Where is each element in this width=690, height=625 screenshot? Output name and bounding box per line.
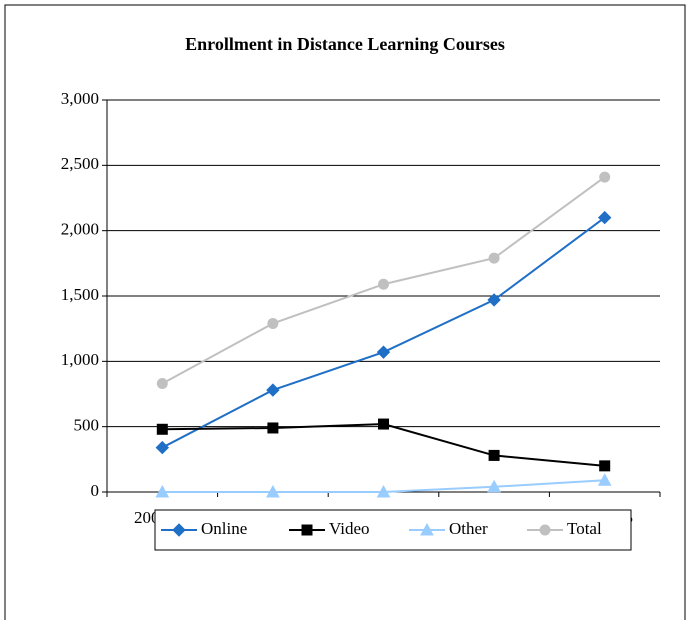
- data-point: [599, 460, 611, 472]
- legend-label: Video: [329, 519, 370, 538]
- data-point: [156, 378, 168, 390]
- data-point: [487, 479, 501, 493]
- data-point: [597, 473, 612, 486]
- y-tick-label: 1,000: [61, 350, 99, 369]
- data-point: [267, 317, 279, 329]
- legend-label: Online: [201, 519, 247, 538]
- data-point: [488, 449, 500, 461]
- legend-marker: [539, 524, 551, 536]
- data-point: [597, 210, 612, 225]
- legend-marker: [301, 524, 313, 536]
- y-tick-label: 1,500: [61, 285, 99, 304]
- chart-title: Enrollment in Distance Learning Courses: [185, 34, 505, 54]
- legend-marker: [420, 522, 434, 536]
- data-point: [599, 171, 611, 183]
- data-point: [376, 484, 391, 498]
- y-tick-label: 500: [74, 416, 100, 435]
- data-point: [487, 293, 501, 307]
- y-tick-label: 3,000: [61, 89, 99, 108]
- data-point: [266, 383, 280, 397]
- data-point: [378, 418, 389, 430]
- data-point: [376, 345, 391, 359]
- y-tick-label: 0: [91, 481, 100, 500]
- legend-label: Other: [449, 519, 488, 538]
- y-tick-label: 2,500: [61, 154, 99, 173]
- data-point: [266, 484, 280, 498]
- legend-label: Total: [567, 519, 602, 538]
- data-point: [378, 278, 389, 290]
- data-point: [155, 440, 170, 455]
- data-point: [488, 252, 500, 264]
- y-tick-label: 2,000: [61, 220, 99, 239]
- data-point: [155, 484, 170, 498]
- data-point: [267, 422, 279, 434]
- data-point: [156, 423, 168, 435]
- legend-marker: [172, 523, 186, 537]
